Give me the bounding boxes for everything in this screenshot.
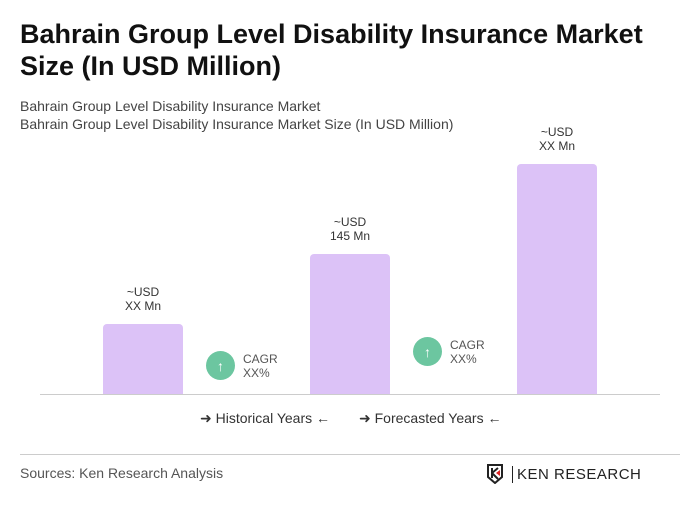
legend-historical: ➜ Historical Years ← (200, 410, 331, 426)
page-title: Bahrain Group Level Disability Insurance… (20, 19, 643, 81)
ken-research-logo: KEN RESEARCH (486, 464, 641, 484)
subtitle-2: Bahrain Group Level Disability Insurance… (20, 116, 454, 132)
bar-3 (517, 164, 597, 394)
bar-label-2: ~USD 145 Mn (329, 215, 371, 243)
arrow-up-icon: ↑ (413, 337, 442, 366)
bar-2 (310, 254, 390, 394)
subtitle: Bahrain Group Level Disability Insurance… (20, 98, 321, 114)
bar-label-1: ~USD XX Mn (124, 285, 161, 313)
arrow-left-icon: ← (487, 410, 502, 426)
bar-label-3: ~USD XX Mn (538, 125, 575, 153)
cagr-badge-1: ↑ CAGR XX% (206, 351, 278, 380)
divider (20, 454, 680, 455)
arrow-right-icon: ➜ (200, 410, 212, 426)
arrow-left-icon: ← (316, 410, 331, 426)
bar-1 (103, 324, 183, 394)
sources: Sources: Ken Research Analysis (20, 465, 224, 481)
legend-forecasted: ➜ Forecasted Years ← (359, 410, 502, 426)
logo-icon (487, 464, 503, 484)
arrow-up-icon: ↑ (206, 351, 235, 380)
x-axis (40, 394, 660, 395)
arrow-right-icon: ➜ (359, 410, 371, 426)
cagr-badge-2: ↑ CAGR XX% (413, 337, 485, 366)
